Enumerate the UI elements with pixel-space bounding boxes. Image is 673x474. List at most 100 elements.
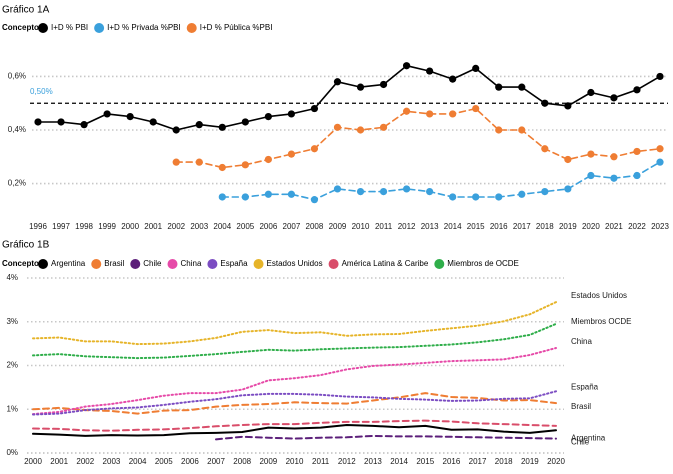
- data-point-i-d-publica-pbi: [333, 123, 342, 131]
- series-line-argentina: [32, 424, 557, 437]
- series-line-i-d-pbi: [37, 64, 661, 131]
- data-point-i-d-pbi: [172, 126, 180, 134]
- x-tick-label: 2008: [233, 457, 251, 466]
- x-tick-label: 2014: [390, 457, 408, 466]
- x-tick-label: 2021: [605, 222, 623, 231]
- data-point-i-d-pbi: [241, 118, 249, 126]
- series-end-label-espana: España: [571, 382, 599, 391]
- data-point-i-d-publica-pbi: [310, 145, 319, 153]
- x-tick-label: 2019: [521, 457, 539, 466]
- series-end-label-china: China: [571, 337, 592, 346]
- data-point-i-d-publica-pbi: [287, 150, 296, 158]
- x-tick-label: 2007: [207, 457, 225, 466]
- data-point-i-d-publica-pbi: [656, 145, 664, 153]
- data-point-i-d-pbi: [564, 102, 572, 110]
- data-point-i-d-pbi: [310, 104, 319, 113]
- series-end-label-chile: Chile: [571, 438, 590, 447]
- data-point-i-d-privada-pbi: [379, 188, 388, 196]
- data-point-i-d-pbi: [264, 113, 272, 121]
- x-tick-label: 2013: [421, 222, 439, 231]
- x-tick-label: 2020: [547, 457, 565, 466]
- x-tick-label: 1996: [29, 222, 47, 231]
- y-tick-label: 0,6%: [8, 72, 26, 81]
- series-i-d-publica-pbi: [172, 104, 664, 172]
- data-point-i-d-privada-pbi: [610, 174, 618, 182]
- data-point-i-d-privada-pbi: [449, 193, 457, 201]
- data-point-i-d-privada-pbi: [472, 193, 480, 201]
- data-point-i-d-privada-pbi: [587, 171, 595, 180]
- legend-label-espana: España: [220, 259, 248, 268]
- data-point-i-d-pbi: [656, 72, 664, 81]
- x-tick-label: 2002: [167, 222, 185, 231]
- legend: Concepto I+D % PBI I+D % Privada %PBI I+D %…: [2, 23, 272, 33]
- series-china: [32, 347, 557, 416]
- x-tick-label: 2006: [259, 222, 277, 231]
- series-espana: [32, 390, 557, 416]
- series-miembros-de-ocde: [32, 322, 557, 360]
- y-tick-label: 1%: [6, 404, 18, 413]
- x-tick-label: 2009: [329, 222, 347, 231]
- data-point-i-d-pbi: [34, 118, 42, 126]
- x-tick-label: 2012: [338, 457, 356, 466]
- data-point-i-d-publica-pbi: [356, 126, 365, 134]
- data-point-i-d-publica-pbi: [564, 155, 572, 164]
- y-tick-label: 0%: [6, 448, 18, 457]
- data-point-i-d-privada-pbi: [218, 193, 226, 201]
- series-line-brasil: [32, 392, 557, 415]
- data-point-i-d-publica-pbi: [518, 126, 526, 134]
- data-point-i-d-publica-pbi: [172, 158, 180, 166]
- series-line-espana: [32, 390, 557, 416]
- data-point-i-d-pbi: [356, 83, 365, 91]
- y-tick-label: 3%: [6, 317, 18, 326]
- chart-title: Gráfico 1B: [2, 240, 50, 251]
- data-point-i-d-publica-pbi: [218, 163, 226, 172]
- legend-marker-brasil: [91, 259, 102, 269]
- series-line-i-d-publica-pbi: [175, 107, 661, 169]
- x-tick-label: 2023: [651, 222, 669, 231]
- x-tick-label: 2001: [144, 222, 162, 231]
- series-end-label-estados-unidos: Estados Unidos: [571, 291, 627, 300]
- legend-marker-china: [167, 259, 178, 269]
- data-point-i-d-pbi: [587, 88, 595, 97]
- series-estados-unidos: [32, 301, 557, 346]
- data-point-i-d-privada-pbi: [656, 158, 664, 166]
- data-point-i-d-pbi: [195, 121, 203, 129]
- x-tick-label: 2001: [50, 457, 68, 466]
- x-tick-label: 1999: [98, 222, 116, 231]
- x-tick-label: 2018: [536, 222, 554, 231]
- series-line-chile: [215, 434, 557, 441]
- data-point-i-d-privada-pbi: [564, 185, 572, 193]
- data-point-i-d-pbi: [149, 118, 157, 126]
- x-tick-label: 2016: [443, 457, 461, 466]
- y-tick-label: 2%: [6, 361, 18, 370]
- x-tick-label: 2000: [24, 457, 42, 466]
- legend-title: Concepto: [2, 23, 39, 32]
- series-brasil: [32, 392, 557, 415]
- data-point-i-d-publica-pbi: [264, 155, 272, 164]
- data-point-i-d-pbi: [126, 113, 134, 121]
- legend-label-brasil: Brasil: [104, 259, 124, 268]
- chart-1a: Gráfico 1A Concepto I+D % PBI I+D % Privada…: [2, 5, 669, 231]
- data-point-i-d-privada-pbi: [310, 196, 319, 204]
- data-point-i-d-privada-pbi: [495, 193, 503, 201]
- legend-label-i-d-pbi: I+D % PBI: [51, 23, 88, 32]
- legend-marker-argentina: [38, 259, 48, 269]
- data-point-i-d-privada-pbi: [541, 188, 549, 196]
- data-point-i-d-privada-pbi: [402, 185, 411, 193]
- x-tick-label: 2004: [213, 222, 231, 231]
- data-point-i-d-privada-pbi: [241, 193, 249, 201]
- x-tick-label: 2009: [259, 457, 277, 466]
- series-end-label-argentina: Argentina: [571, 433, 606, 442]
- x-tick-label: 2017: [513, 222, 531, 231]
- x-tick-label: 2000: [121, 222, 139, 231]
- x-tick-label: 2013: [364, 457, 382, 466]
- data-point-i-d-privada-pbi: [518, 190, 526, 198]
- data-point-i-d-pbi: [633, 86, 641, 94]
- x-tick-label: 2010: [352, 222, 370, 231]
- data-point-i-d-publica-pbi: [402, 107, 411, 115]
- series-line-china: [32, 347, 557, 416]
- series-i-d-pbi: [34, 62, 664, 134]
- data-point-i-d-publica-pbi: [241, 161, 249, 169]
- x-tick-label: 2012: [398, 222, 416, 231]
- x-tick-label: 2004: [129, 457, 147, 466]
